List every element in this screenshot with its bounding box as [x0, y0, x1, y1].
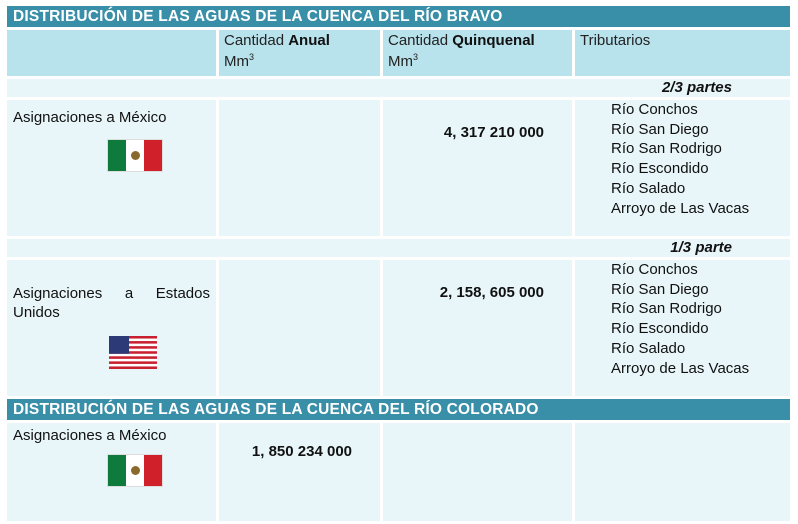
header-quinquenal-unit: Mm [388, 53, 413, 70]
rio-bravo-title: DISTRIBUCIÓN DE LAS AGUAS DE LA CUENCA D… [7, 6, 790, 27]
mexico-flag-icon [107, 454, 210, 487]
header-quinquenal-unit-sup: 3 [413, 52, 419, 62]
usa-share-label: 1/3 parte [7, 239, 790, 257]
usa-allocation-label-line2: Unidos [13, 304, 60, 321]
list-item: Río San Diego [611, 280, 709, 298]
rio-colorado-title: DISTRIBUCIÓN DE LAS AGUAS DE LA CUENCA D… [7, 399, 790, 420]
list-item: Río San Rodrigo [611, 140, 722, 158]
water-distribution-table: DISTRIBUCIÓN DE LAS AGUAS DE LA CUENCA D… [4, 3, 793, 524]
usa-allocation-label: Asignaciones a Estados [13, 284, 210, 303]
mexico-allocation-cell: Asignaciones a México [7, 100, 216, 236]
header-quinquenal-bold: Quinquenal [452, 32, 535, 49]
mexico-flag-icon [107, 139, 210, 172]
header-cantidad-quinquenal: Cantidad Quinquenal Mm3 [383, 30, 572, 76]
usa-flag-icon [109, 336, 210, 374]
usa-tributaries-list: Río Conchos Río San Diego Río San Rodrig… [575, 260, 790, 396]
list-item: Río Salado [611, 179, 686, 197]
header-quinquenal-prefix: Cantidad [388, 32, 453, 49]
list-item: Arroyo de Las Vacas [611, 359, 750, 377]
water-distribution-document: DISTRIBUCIÓN DE LAS AGUAS DE LA CUENCA D… [4, 3, 790, 524]
usa-anual-cell [219, 260, 380, 396]
header-anual-bold: Anual [288, 32, 330, 49]
list-item: Río Conchos [611, 101, 698, 118]
colorado-tributaries-cell [575, 423, 790, 521]
header-tributarios: Tributarios [575, 30, 790, 76]
colorado-mexico-anual-value: 1, 850 234 000 [219, 423, 380, 521]
list-item: Río Escondido [611, 160, 709, 178]
mexico-share-label: 2/3 partes [7, 79, 790, 97]
list-item: Arroyo de Las Vacas [611, 199, 750, 217]
colorado-mexico-allocation-cell: Asignaciones a México [7, 423, 216, 521]
usa-label-word: a [124, 285, 134, 302]
list-item: Río Conchos [611, 261, 698, 278]
header-empty-cell [7, 30, 216, 76]
header-anual-unit: Mm [224, 53, 249, 70]
list-item: Río Salado [611, 339, 686, 357]
usa-quinquenal-value: 2, 158, 605 000 [383, 260, 572, 396]
list-item: Río San Diego [611, 120, 709, 138]
colorado-quinquenal-cell [383, 423, 572, 521]
usa-label-word: Asignaciones [13, 285, 103, 302]
mexico-quinquenal-value: 4, 317 210 000 [383, 100, 572, 236]
mexico-anual-cell [219, 100, 380, 236]
mexico-tributaries-list: Río Conchos Río San Diego Río San Rodrig… [575, 100, 790, 236]
usa-allocation-cell: Asignaciones a Estados Unidos [7, 260, 216, 396]
usa-label-word: Estados [155, 285, 210, 302]
header-anual-prefix: Cantidad [224, 32, 289, 49]
header-cantidad-anual: Cantidad Anual Mm3 [219, 30, 380, 76]
header-anual-unit-sup: 3 [249, 52, 255, 62]
mexico-allocation-label: Asignaciones a México [13, 109, 167, 126]
colorado-mexico-label: Asignaciones a México [13, 427, 167, 444]
list-item: Río San Rodrigo [611, 300, 722, 318]
list-item: Río Escondido [611, 320, 709, 338]
